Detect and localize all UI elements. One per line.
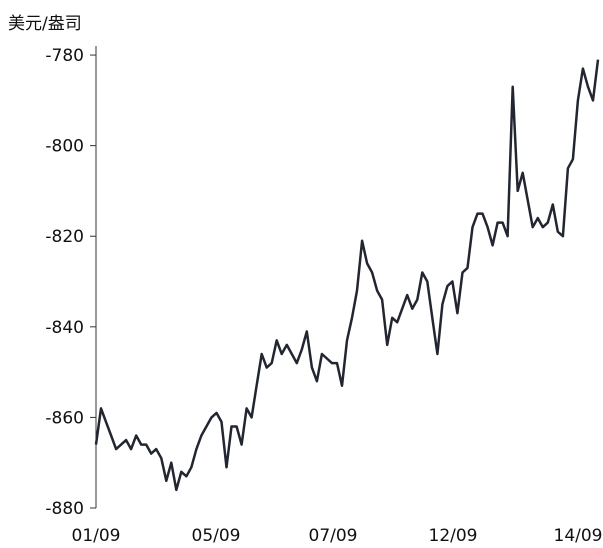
y-tick-label: -800 bbox=[45, 137, 84, 157]
x-axis: 01/09 05/09 07/09 12/09 14/09 bbox=[72, 526, 603, 546]
y-tick-label: -780 bbox=[45, 46, 84, 66]
x-tick-label: 01/09 bbox=[72, 526, 121, 546]
y-tick-label: -820 bbox=[45, 227, 84, 247]
price-series-line bbox=[94, 59, 600, 492]
x-tick-label: 14/09 bbox=[554, 526, 603, 546]
y-axis-unit-label: 美元/盎司 bbox=[8, 14, 82, 34]
y-tick-label: -840 bbox=[45, 318, 84, 338]
x-tick-label: 07/09 bbox=[309, 526, 358, 546]
y-axis: -780 -800 -820 -840 -860 -880 bbox=[45, 46, 96, 519]
y-tick-label: -880 bbox=[45, 499, 84, 519]
x-tick-label: 05/09 bbox=[192, 526, 241, 546]
y-tick-label: -860 bbox=[45, 408, 84, 428]
x-tick-label: 12/09 bbox=[429, 526, 478, 546]
